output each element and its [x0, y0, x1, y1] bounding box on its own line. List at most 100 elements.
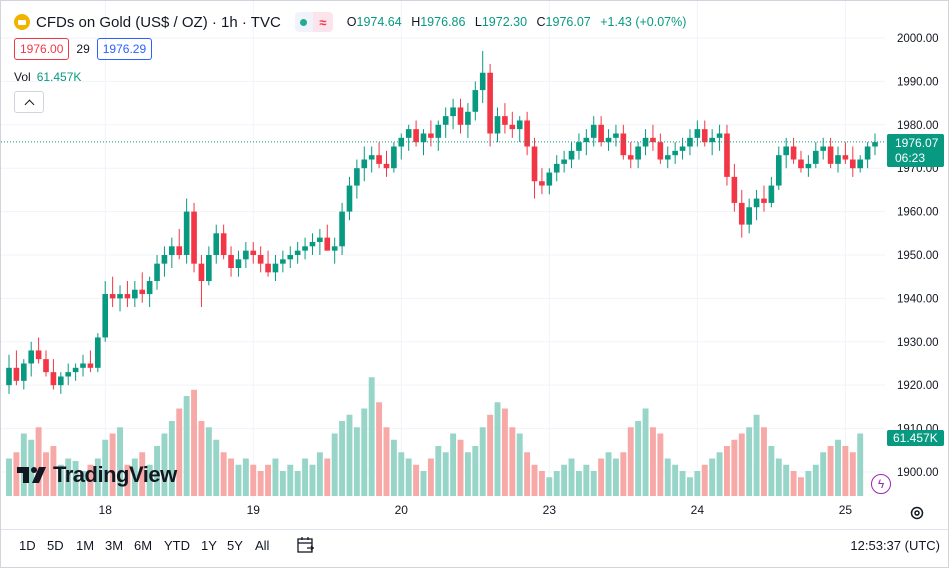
calendar-icon[interactable] [296, 535, 316, 555]
volume-bar [464, 452, 471, 496]
timeframe-ytd[interactable]: YTD [164, 538, 190, 553]
volume-bar [472, 446, 479, 496]
candle-body [590, 124, 597, 138]
price-axis-label: 1980.00 [897, 120, 939, 132]
volume-bar [457, 439, 464, 496]
utc-clock[interactable]: 12:53:37 (UTC) [850, 538, 940, 553]
time-axis-label: 24 [691, 503, 705, 517]
volume-bar [102, 439, 109, 496]
chart-legend: CFDs on Gold (US$ / OZ) · 1h · TVC ≈ O19… [14, 12, 692, 32]
candle-body [583, 137, 590, 143]
candle-body [701, 129, 708, 143]
volume-bar [183, 396, 190, 496]
volume-bar [494, 402, 501, 496]
wave-approx-icon: ≈ [312, 12, 333, 32]
volume-bar [139, 452, 146, 496]
volume-bar [805, 471, 812, 496]
volume-bar [405, 458, 412, 496]
volume-bar [43, 452, 49, 496]
timeframe-1m[interactable]: 1M [76, 538, 95, 553]
candle-body [494, 116, 501, 134]
symbol-title[interactable]: CFDs on Gold (US$ / OZ) · 1h · TVC [36, 13, 281, 31]
volume-bar [620, 452, 627, 496]
volume-bar [109, 433, 116, 496]
timeframe-5d[interactable]: 5D [47, 538, 64, 553]
volume-bar [87, 464, 94, 496]
volume-bar [35, 427, 42, 496]
candle-body [635, 146, 641, 160]
volume-bar [487, 414, 494, 496]
candle-body [738, 202, 745, 225]
volume-bar [686, 477, 693, 496]
volume-bar [598, 458, 605, 496]
candle-body [383, 163, 390, 169]
candle-body [102, 294, 109, 338]
timeframe-1y[interactable]: 1Y [201, 538, 217, 553]
volume-bar [198, 421, 205, 496]
volume-bar [80, 471, 86, 496]
candle-body [516, 120, 523, 130]
candle-body [309, 241, 316, 247]
candle-body [805, 163, 812, 169]
candle-body [117, 294, 123, 299]
volume-bar [849, 452, 856, 496]
status-pill[interactable]: ≈ [294, 12, 333, 32]
candle-body [35, 350, 42, 360]
gear-icon[interactable] [909, 505, 925, 521]
time-axis-label: 19 [247, 503, 261, 517]
volume-bar [553, 471, 560, 496]
candle-body [198, 263, 205, 282]
volume-bar [20, 433, 27, 496]
candle-body [435, 124, 442, 138]
collapse-legend-button[interactable] [14, 91, 44, 113]
volume-bar [191, 389, 198, 496]
volume-bar [265, 464, 272, 496]
bid-price-button[interactable]: 1976.00 [14, 38, 70, 60]
volume-bar [738, 433, 745, 496]
candle-body [428, 133, 434, 138]
volume-bar [287, 464, 294, 496]
candle-body [539, 181, 545, 186]
candle-body [302, 246, 308, 251]
volume-bar [257, 471, 264, 496]
volume-bar [731, 439, 738, 496]
candle-body [768, 185, 775, 203]
volume-bar [583, 464, 590, 496]
volume-bar [753, 414, 760, 496]
timeframe-3m[interactable]: 3M [105, 538, 124, 553]
bid-ask-panel: 1976.00 29 1976.29 [14, 38, 153, 60]
tradingview-watermark[interactable]: TradingView [17, 462, 177, 488]
candle-body [124, 294, 131, 299]
volume-bar [279, 471, 286, 496]
volume-bar [835, 439, 841, 496]
timeframe-6m[interactable]: 6M [134, 538, 153, 553]
volume-label: Vol [14, 70, 31, 84]
timeframe-all[interactable]: All [255, 538, 270, 553]
volume-bar [642, 408, 649, 496]
candle-body [294, 250, 301, 255]
volume-bar [435, 446, 442, 496]
candle-body [146, 281, 153, 295]
candle-body [835, 155, 841, 164]
candle-body [324, 237, 331, 251]
volume-bar [568, 458, 575, 496]
volume-bar [316, 452, 323, 496]
change-value: +1.43 (+0.07%) [600, 15, 687, 29]
volume-bar [783, 464, 790, 496]
candle-body [531, 146, 538, 182]
volume-bar [361, 408, 368, 496]
volume-bar [509, 427, 516, 496]
flash-icon[interactable]: ϟ [871, 474, 891, 494]
candle-body [287, 254, 294, 260]
candle-body [820, 146, 827, 151]
candle-body [65, 372, 72, 377]
timeframe-5y[interactable]: 5Y [227, 538, 243, 553]
candle-body [280, 259, 286, 264]
timeframe-1d[interactable]: 1D [19, 538, 36, 553]
time-axis-label: 18 [99, 503, 113, 517]
volume-bar [205, 427, 212, 496]
candle-body [6, 367, 12, 386]
ask-price-button[interactable]: 1976.29 [96, 38, 153, 60]
